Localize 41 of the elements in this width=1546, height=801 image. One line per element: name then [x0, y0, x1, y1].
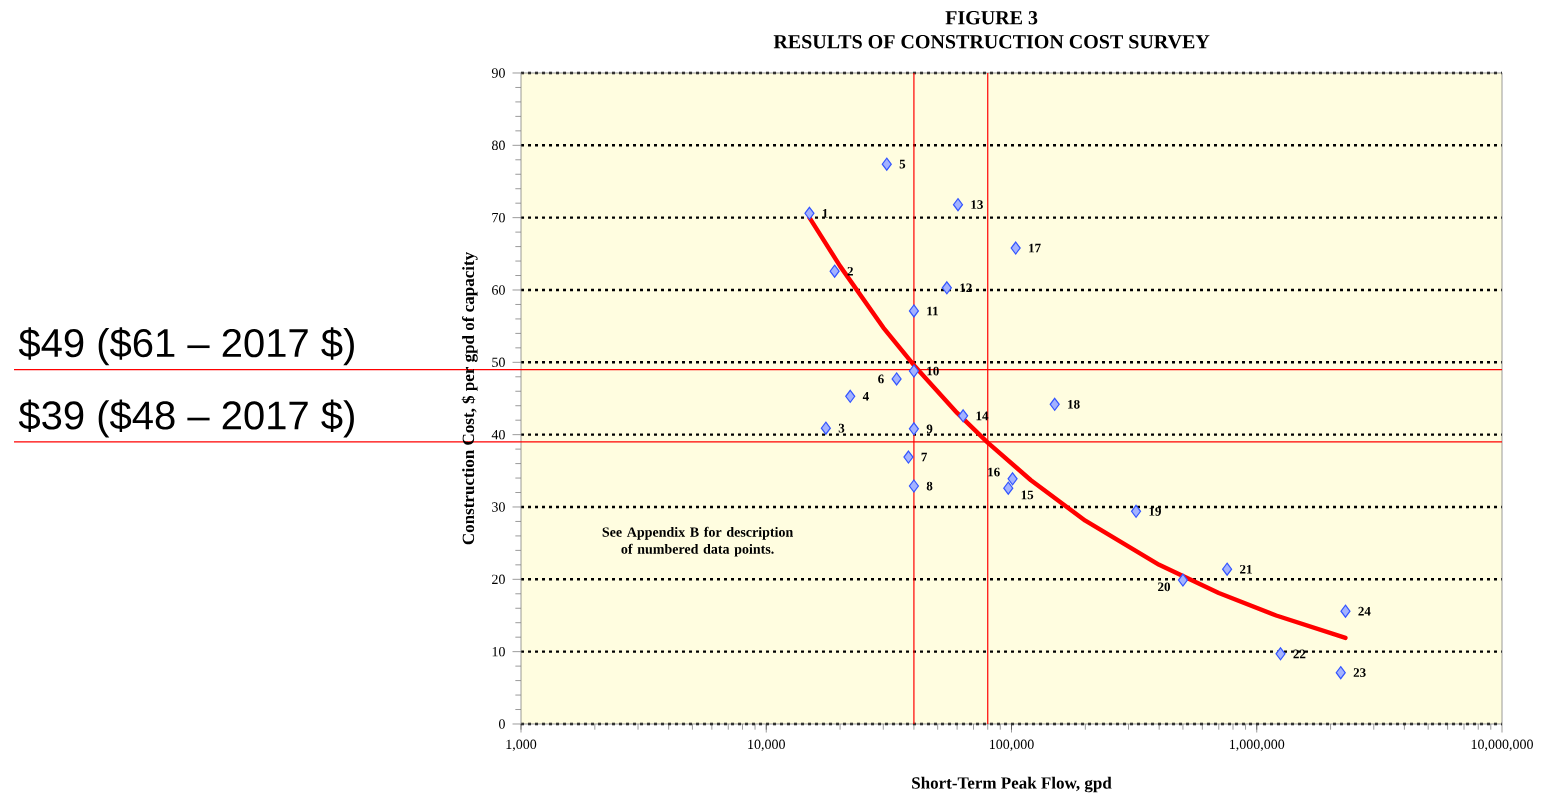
annotation: 16 [988, 467, 1000, 477]
annotation: 21 [1240, 564, 1252, 574]
y-tick-label: 40 [491, 429, 505, 440]
chart-subtitle: RESULTS OF CONSTRUCTION COST SURVEY [773, 35, 1210, 49]
annotation: 22 [1293, 649, 1306, 659]
y-tick-label: 20 [492, 574, 505, 585]
x-tick-label: 1,000,000 [1229, 739, 1285, 752]
annotation: 5 [899, 159, 906, 169]
y-tick-label: 90 [491, 68, 505, 78]
annotation: 15 [1021, 490, 1034, 500]
y-tick-label: 60 [492, 285, 505, 295]
x-axis-title: Short-Term Peak Flow, gpd [912, 776, 1112, 793]
annotation: 6 [878, 374, 884, 384]
y-tick-label: 70 [492, 212, 505, 223]
x-tick-label: 1,000 [506, 739, 537, 752]
chart-title: FIGURE 3 [945, 11, 1038, 25]
annotation: 18 [1068, 399, 1080, 409]
x-tick-label: 10,000,000 [1471, 739, 1533, 752]
annotation: See Appendix B for description of numbered data points. [602, 526, 794, 557]
annotation: 11 [927, 306, 938, 316]
ref-line-label: $49 ($61 – 2017 $) [18, 327, 354, 366]
y-axis-title: Construction Cost, $ per gpd of capacity [461, 252, 478, 545]
y-tick-label: 50 [492, 357, 505, 368]
y-tick-label: 0 [498, 719, 505, 729]
annotation: 9 [926, 424, 933, 434]
annotation: 7 [921, 452, 928, 462]
ref-line-label: $39 ($48 – 2017 $) [18, 399, 354, 438]
annotation: 23 [1353, 668, 1366, 677]
annotation: 24 [1358, 606, 1371, 616]
annotation: 13 [971, 200, 983, 209]
y-tick-label: 30 [492, 502, 505, 512]
annotation: 4 [862, 392, 869, 401]
annotation: 8 [926, 481, 933, 491]
y-tick-label: 80 [491, 140, 505, 151]
annotation: 2 [847, 266, 853, 276]
x-tick-label: 10,000 [748, 739, 785, 752]
annotation: 3 [838, 423, 845, 433]
annotation: 17 [1029, 243, 1041, 253]
x-tick-label: 100,000 [989, 739, 1034, 752]
annotation: 20 [1158, 582, 1171, 592]
y-tick-label: 10 [492, 646, 505, 657]
